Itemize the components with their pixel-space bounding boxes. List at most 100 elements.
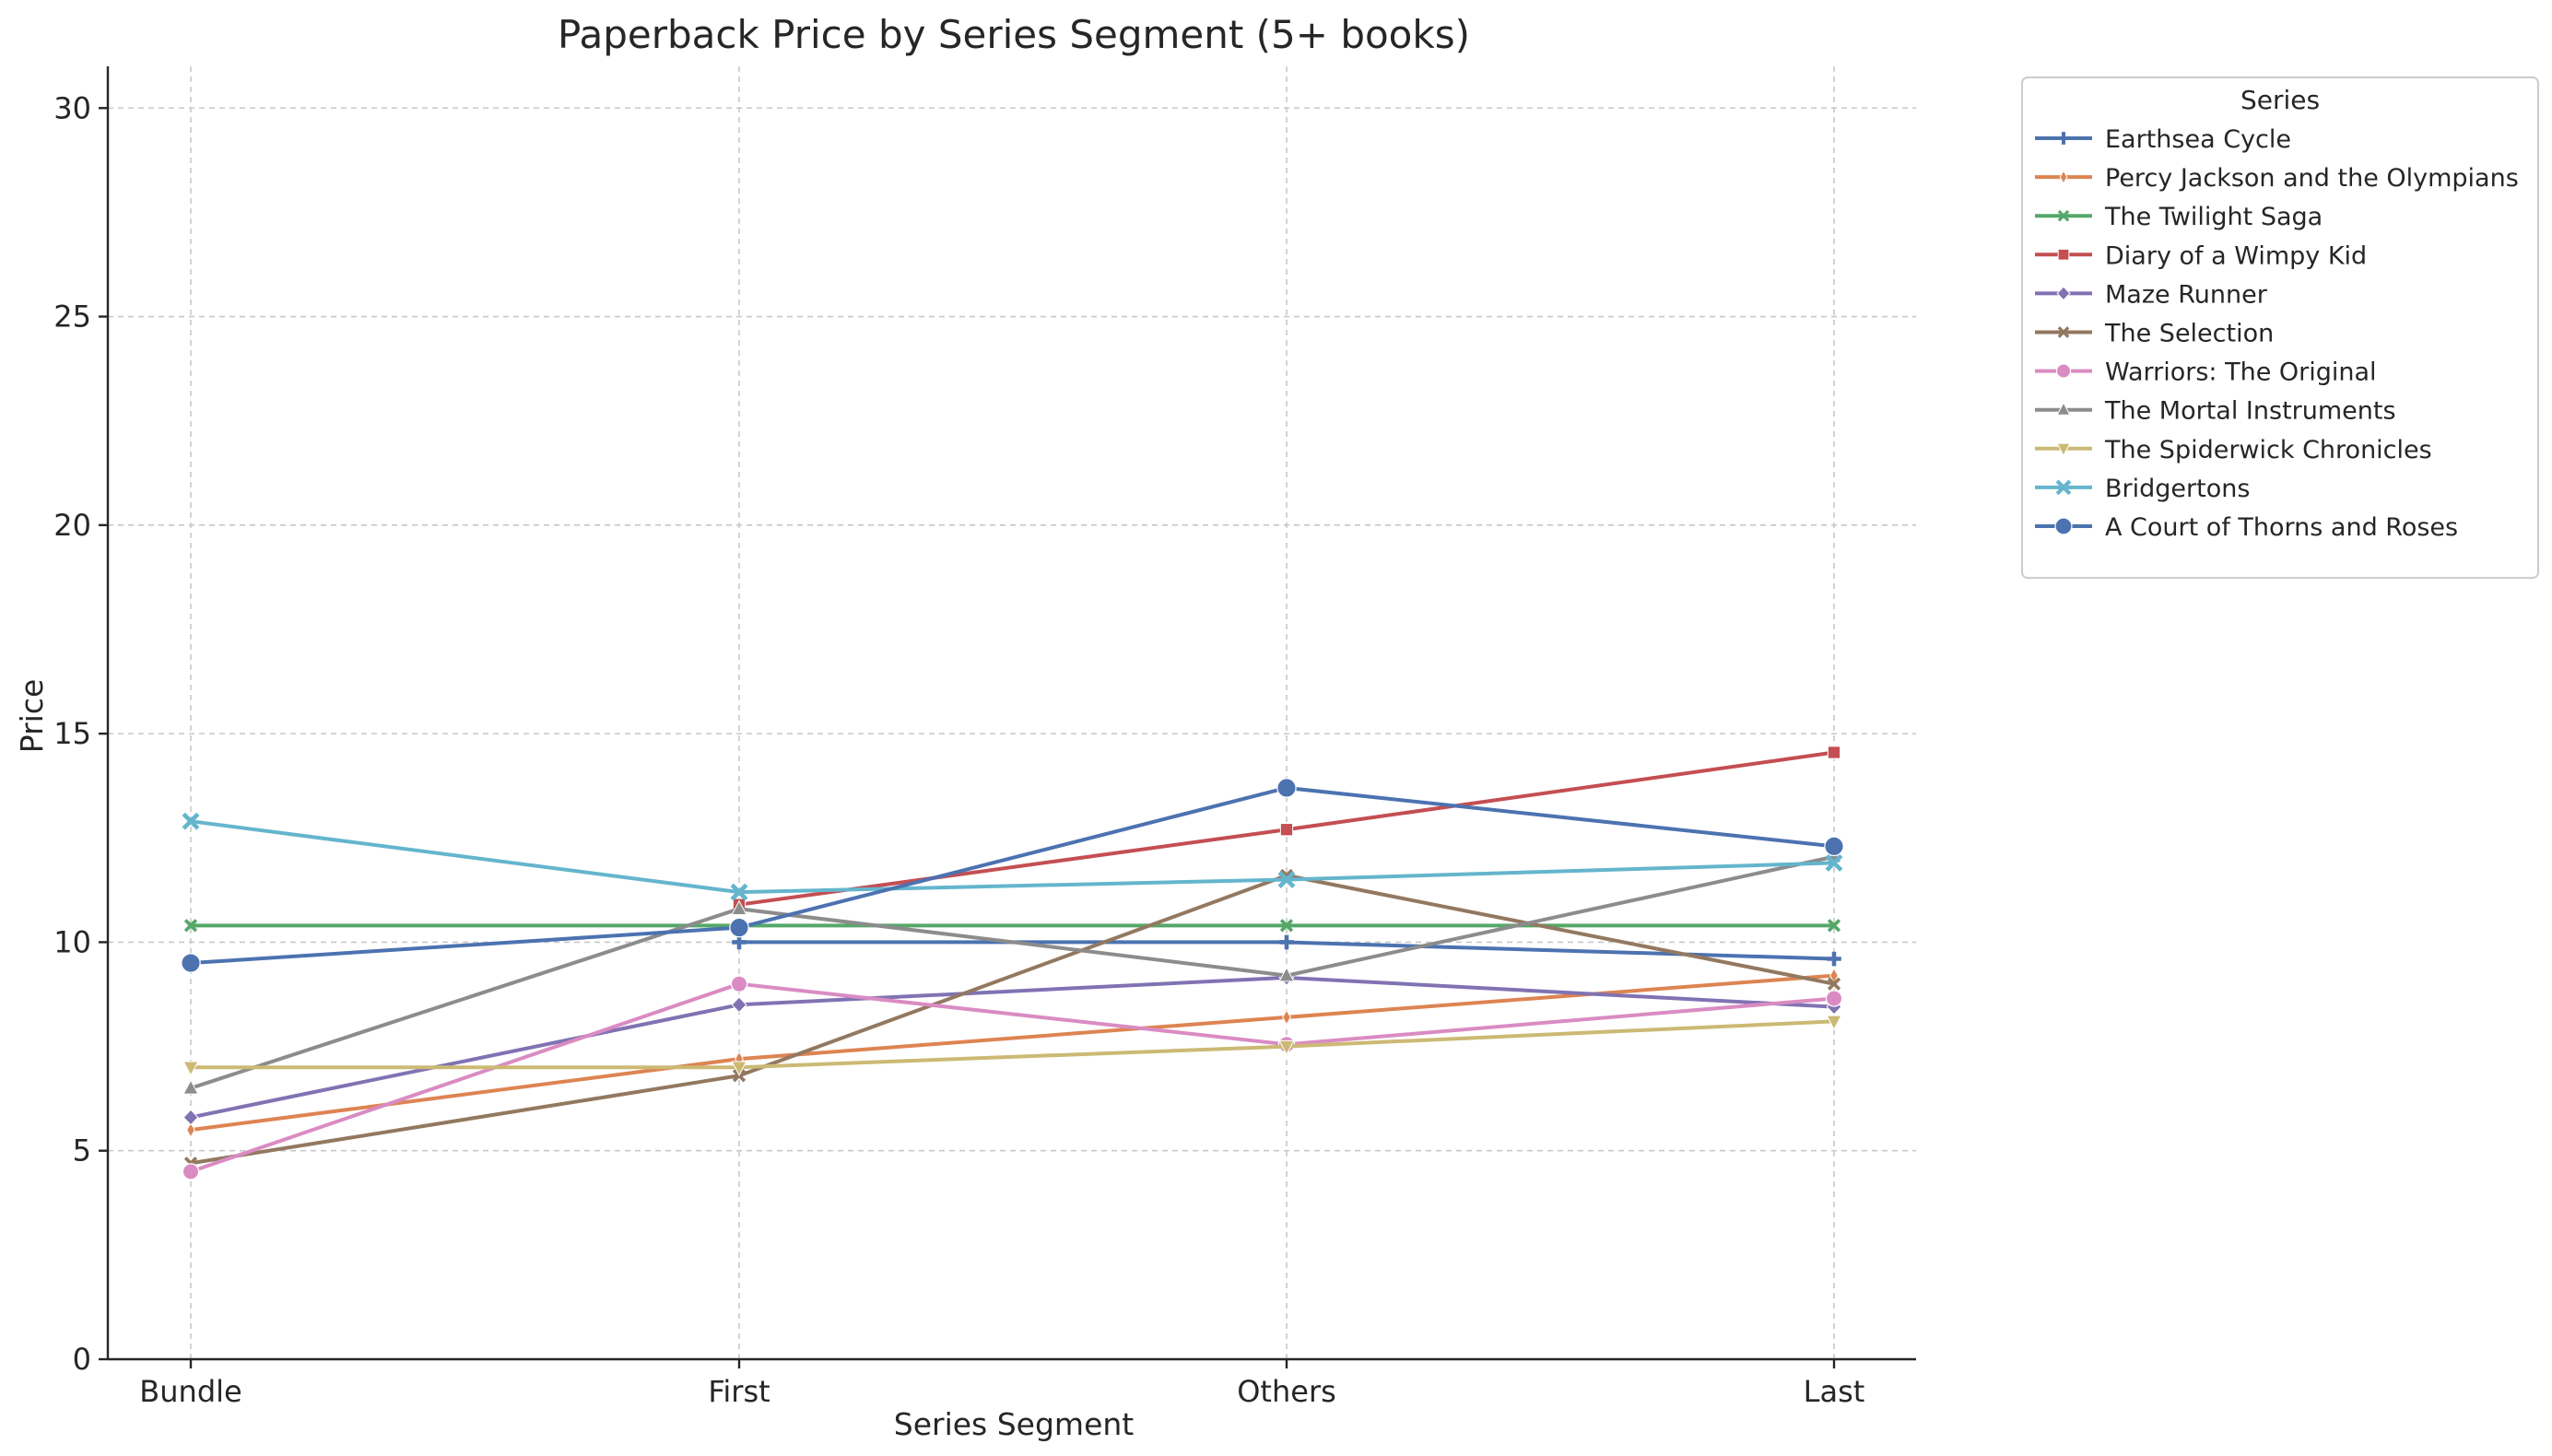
series-group: [182, 812, 1843, 901]
legend-item: The Twilight Saga: [2035, 203, 2323, 231]
y-tick-label: 30: [53, 90, 91, 125]
data-point: [2056, 442, 2071, 457]
data-point: [2057, 132, 2070, 145]
data-point: [182, 1061, 199, 1076]
data-point: [183, 919, 198, 933]
axes: 0 5 10 15 20 25 30 Bundle First Others Last: [53, 66, 1916, 1409]
data-point: [182, 1079, 199, 1095]
gridlines: [108, 66, 1916, 1359]
data-point: [729, 917, 749, 938]
legend-title: Series: [2240, 85, 2320, 115]
data-point: [1825, 990, 1843, 1007]
data-point: [2057, 248, 2070, 261]
y-tick-label: 20: [53, 508, 91, 543]
data-point: [1279, 934, 1294, 950]
chart-title: Paperback Price by Series Segment (5+ bo…: [558, 12, 1470, 57]
legend-label: A Court of Thorns and Roses: [2105, 513, 2458, 542]
data-point: [1824, 836, 1844, 857]
legend-item: The Spiderwick Chronicles: [2035, 436, 2432, 464]
data-point: [730, 883, 748, 901]
y-tick-label: 25: [53, 299, 91, 335]
legend-label: Earthsea Cycle: [2105, 125, 2291, 154]
data-point: [1826, 1015, 1842, 1031]
y-tick-label: 15: [53, 716, 91, 751]
legend-label: The Mortal Instruments: [2104, 397, 2396, 426]
series-lines: [181, 746, 1844, 1180]
data-point: [1277, 871, 1296, 888]
data-point: [2057, 326, 2070, 338]
legend-label: The Spiderwick Chronicles: [2104, 436, 2432, 464]
data-point: [1827, 977, 1841, 991]
legend: Series Earthsea Cycle Percy Jackson and th…: [2021, 76, 2539, 580]
data-point: [1825, 853, 1843, 872]
y-tick-label: 5: [73, 1133, 91, 1168]
series-line: [189, 785, 1836, 966]
legend-item: Diary of a Wimpy Kid: [2035, 241, 2367, 270]
legend-label: Warriors: The Original: [2105, 358, 2377, 387]
legend-label: Percy Jackson and the Olympians: [2105, 164, 2519, 193]
data-point: [1278, 1039, 1295, 1056]
data-point: [181, 953, 201, 973]
x-tick-label: Last: [1804, 1374, 1865, 1409]
series-line: [189, 981, 1836, 1174]
data-point: [2056, 286, 2071, 301]
series-group: [182, 1015, 1842, 1076]
legend-item: Maze Runner: [2035, 280, 2268, 309]
data-point: [1278, 966, 1295, 982]
series-line: [189, 854, 1836, 1090]
data-point: [2054, 517, 2073, 535]
series-line: [189, 973, 1836, 1133]
x-tick-label: Others: [1237, 1374, 1336, 1409]
series-group: [182, 975, 1843, 1180]
data-point: [182, 812, 200, 830]
legend-item: A Court of Thorns and Roses: [2035, 513, 2458, 542]
series-line: [189, 819, 1836, 895]
legend-item: The Mortal Instruments: [2035, 397, 2396, 426]
data-point: [1827, 951, 1841, 967]
data-point: [2055, 363, 2072, 379]
series-line: [189, 1019, 1836, 1070]
data-point: [1827, 746, 1841, 759]
data-point: [731, 996, 747, 1014]
legend-item: Bridgertons: [2035, 475, 2250, 503]
x-tick-label: Bundle: [139, 1374, 241, 1409]
data-point: [2059, 170, 2068, 185]
series-line: [189, 975, 1836, 1120]
data-point: [1276, 778, 1297, 798]
data-point: [731, 899, 747, 915]
x-tick-label: First: [708, 1374, 770, 1409]
data-point: [1827, 919, 1841, 933]
data-point: [2057, 209, 2070, 222]
data-point: [731, 1061, 747, 1076]
data-point: [2055, 479, 2072, 496]
legend-box: [2021, 76, 2539, 580]
legend-label: Bridgertons: [2105, 475, 2250, 503]
y-tick-label: 0: [73, 1342, 91, 1377]
legend-item: The Selection: [2035, 320, 2274, 348]
legend-label: The Twilight Saga: [2104, 203, 2323, 231]
data-point: [182, 1163, 200, 1180]
legend-label: Maze Runner: [2105, 280, 2268, 309]
data-point: [1279, 919, 1294, 933]
data-point: [2056, 402, 2071, 416]
data-point: [1282, 1009, 1291, 1026]
legend-item: Earthsea Cycle: [2035, 125, 2291, 154]
data-point: [1279, 823, 1294, 837]
y-axis-label: Price: [14, 679, 50, 754]
y-tick-label: 10: [53, 924, 91, 959]
series-group: [182, 969, 1842, 1126]
data-point: [730, 975, 748, 992]
series-group: [186, 967, 1839, 1138]
legend-label: The Selection: [2104, 320, 2274, 348]
data-point: [186, 1121, 195, 1138]
series-line: [189, 874, 1836, 1166]
series-group: [181, 778, 1844, 973]
legend-item: Warriors: The Original: [2035, 358, 2377, 387]
series-group: [732, 934, 1841, 967]
data-point: [182, 1109, 199, 1126]
legend-item: Percy Jackson and the Olympians: [2035, 164, 2519, 193]
x-axis-label: Series Segment: [894, 1406, 1135, 1442]
legend-label: Diary of a Wimpy Kid: [2105, 241, 2367, 270]
series-group: [183, 919, 1841, 933]
